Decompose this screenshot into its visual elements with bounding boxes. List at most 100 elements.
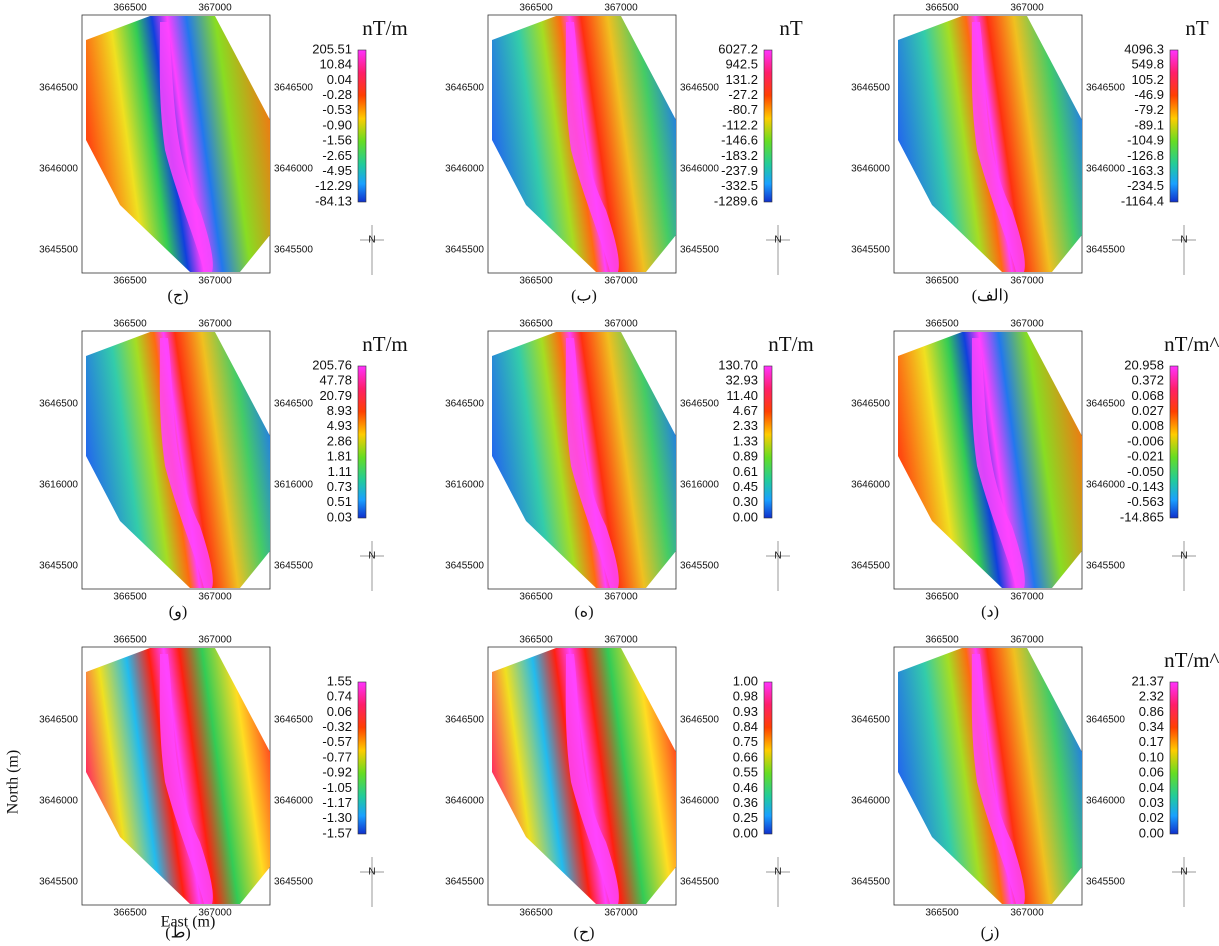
colorbar-label: -1.30 [322,810,352,825]
y-tick-label: 3646500 [1086,83,1125,94]
y-tick-label: 3646000 [39,796,78,807]
panel-caption: (ه) [574,604,593,621]
north-label: N [368,551,375,562]
colorbar-label: -0.77 [322,749,352,764]
colorbar-label: 0.06 [327,704,352,719]
colorbar [1169,681,1179,835]
colorbar-unit: nT [1185,16,1209,40]
x-tick-label: 366500 [925,319,959,330]
x-tick-label: 366500 [925,592,959,603]
colorbar [763,365,773,519]
y-tick-label: 3646500 [1086,399,1125,410]
panel: 366500 367000 366500 367000 3646500 3616000 36… [39,319,408,621]
colorbar-label: -0.563 [1127,494,1164,509]
colorbar-label: -1.17 [322,795,352,810]
y-tick-label: 3646500 [39,83,78,94]
colorbar-label: 130.70 [718,357,758,372]
colorbar-label: 0.36 [733,795,758,810]
colorbar-label: -0.90 [322,117,352,132]
y-tick-label: 3646500 [851,715,890,726]
panel-caption: (ب) [571,288,597,305]
colorbar-label: 0.03 [327,509,352,524]
y-tick-label: 3645500 [1086,877,1125,888]
y-tick-label: 3646500 [680,715,719,726]
y-tick-label: 3646500 [445,83,484,94]
x-tick-label: 367000 [604,319,638,330]
colorbar-label: -1.57 [322,825,352,840]
x-tick-label: 366500 [519,319,553,330]
colorbar-label: -0.021 [1127,449,1164,464]
colorbar-label: 1.00 [733,673,758,688]
x-tick-label: 366500 [519,635,553,646]
colorbar-label: 0.03 [1139,795,1164,810]
colorbar-label: -2.65 [322,148,352,163]
x-tick-label: 366500 [519,276,553,287]
panel-caption: (ز) [981,925,999,942]
y-tick-label: 3646000 [274,164,313,175]
colorbar-label: -4.95 [322,163,352,178]
colorbar-unit: nT/m^2 [1164,332,1219,356]
colorbar-label: -0.050 [1127,464,1164,479]
colorbar-label: 105.2 [1131,72,1164,87]
y-tick-label: 3616000 [274,480,313,491]
colorbar-label: -12.29 [315,178,352,193]
y-tick-label: 3645500 [680,245,719,256]
colorbar [1169,365,1179,519]
colorbar-label: 0.34 [1139,719,1164,734]
north-label: N [1180,235,1187,246]
y-tick-label: 3645500 [851,561,890,572]
north-label: N [774,867,781,878]
x-tick-label: 366500 [113,3,147,14]
x-tick-label: 367000 [604,908,638,919]
y-tick-label: 3645500 [274,877,313,888]
colorbar-unit: nT [779,16,803,40]
panel: 366500 367000 366500 367000 3646500 3646000 36… [445,635,790,942]
y-tick-label: 3616000 [39,480,78,491]
colorbar-label: 0.89 [733,449,758,464]
colorbar [763,49,773,203]
colorbar-label: -80.7 [728,102,758,117]
y-tick-label: 3646000 [445,796,484,807]
y-tick-label: 3646000 [1086,796,1125,807]
panel-caption: (د) [981,604,999,621]
panel: 366500 367000 366500 367000 3646500 3646000 36… [851,319,1219,621]
x-tick-label: 367000 [604,635,638,646]
x-tick-label: 367000 [198,592,232,603]
x-tick-label: 366500 [519,3,553,14]
colorbar-label: -0.28 [322,87,352,102]
colorbar-label: 0.66 [733,749,758,764]
colorbar-label: 549.8 [1131,57,1164,72]
y-tick-label: 3646500 [445,399,484,410]
y-tick-label: 3646500 [1086,715,1125,726]
x-tick-label: 367000 [604,3,638,14]
colorbar-label: 1.33 [733,433,758,448]
colorbar-label: 2.32 [1139,689,1164,704]
colorbar-label: 1.81 [327,449,352,464]
y-tick-label: 3616000 [680,480,719,491]
panel-caption: (ج) [168,288,189,305]
colorbar-label: 20.958 [1124,357,1164,372]
y-tick-label: 3646500 [851,399,890,410]
x-tick-label: 366500 [925,276,959,287]
colorbar-label: -46.9 [1134,87,1164,102]
y-tick-label: 3646000 [39,164,78,175]
x-tick-label: 366500 [113,276,147,287]
y-tick-label: 3645500 [39,245,78,256]
y-tick-label: 3616000 [445,480,484,491]
colorbar-label: 0.10 [1139,749,1164,764]
y-tick-label: 3646000 [680,164,719,175]
colorbar-label: 0.00 [733,825,758,840]
colorbar-label: 4.67 [733,403,758,418]
panel: 366500 367000 366500 367000 3646500 3646000 36… [851,635,1219,942]
colorbar-label: 2.86 [327,433,352,448]
y-tick-label: 3645500 [274,561,313,572]
colorbar-label: 0.98 [733,689,758,704]
x-tick-label: 367000 [198,3,232,14]
y-tick-label: 3646500 [851,83,890,94]
colorbar-unit: nT/m [768,332,814,356]
map-anomaly [159,22,213,272]
north-label: N [774,235,781,246]
y-tick-label: 3646000 [851,164,890,175]
colorbar-label: -0.32 [322,719,352,734]
